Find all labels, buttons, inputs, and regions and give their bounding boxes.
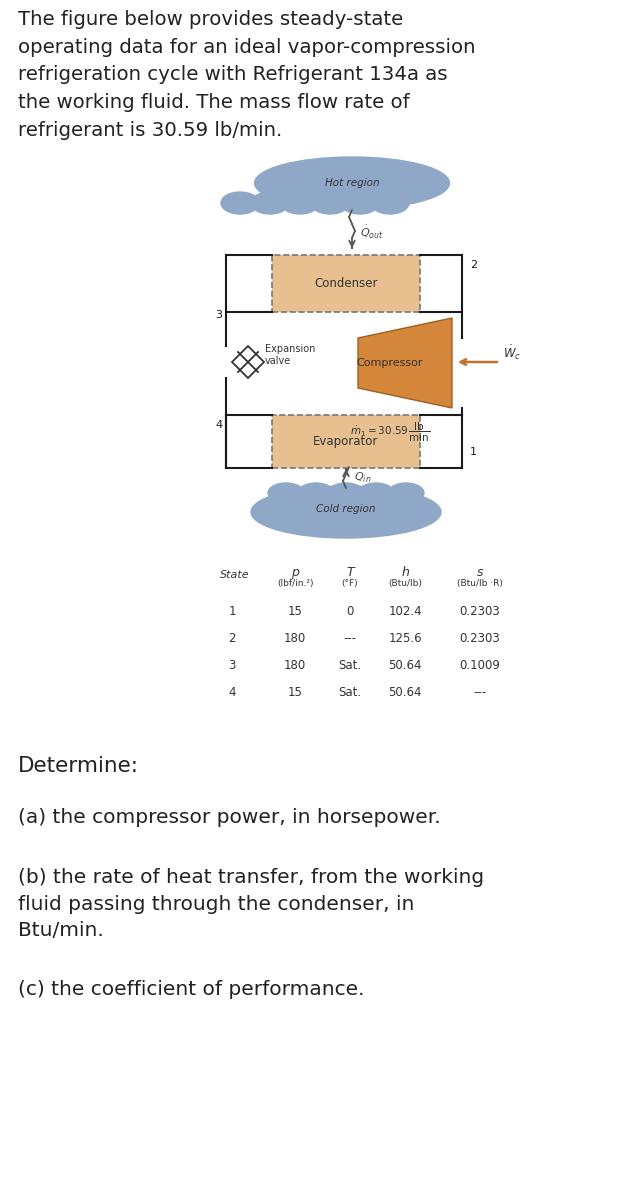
Text: Evaporator: Evaporator [313, 434, 379, 448]
Text: Compressor: Compressor [357, 358, 423, 368]
Text: 3: 3 [215, 310, 222, 320]
Text: Hot region: Hot region [325, 178, 379, 188]
Ellipse shape [371, 192, 409, 214]
Text: 50.64: 50.64 [388, 659, 422, 672]
Text: 0.2303: 0.2303 [460, 632, 500, 646]
Text: (Btu/lb ·R): (Btu/lb ·R) [457, 578, 503, 588]
Text: 125.6: 125.6 [388, 632, 422, 646]
Ellipse shape [328, 482, 364, 503]
Text: 180: 180 [284, 632, 306, 646]
Text: h: h [401, 566, 409, 578]
Text: Expansion
valve: Expansion valve [265, 343, 315, 366]
Text: 4: 4 [215, 420, 222, 430]
Ellipse shape [251, 192, 289, 214]
Text: 2: 2 [470, 260, 477, 270]
Polygon shape [232, 346, 264, 378]
Ellipse shape [358, 482, 394, 503]
Text: p: p [291, 566, 299, 578]
Ellipse shape [311, 192, 349, 214]
Text: 0.2303: 0.2303 [460, 605, 500, 618]
Text: State: State [220, 570, 249, 580]
Ellipse shape [298, 482, 334, 503]
Bar [272, 254, 420, 312]
Text: Sat.: Sat. [339, 686, 361, 698]
Ellipse shape [254, 157, 449, 209]
Bar [272, 415, 420, 468]
Text: $\dot{Q}_{in}$: $\dot{Q}_{in}$ [354, 468, 371, 485]
Text: Condenser: Condenser [314, 277, 378, 290]
Text: 0.1009: 0.1009 [459, 659, 500, 672]
Text: (a) the compressor power, in horsepower.: (a) the compressor power, in horsepower. [18, 808, 441, 827]
Text: (Btu/lb): (Btu/lb) [388, 578, 422, 588]
Text: s: s [477, 566, 483, 578]
Text: 50.64: 50.64 [388, 686, 422, 698]
Text: 2: 2 [228, 632, 236, 646]
Text: $\dot{W}_c$: $\dot{W}_c$ [503, 343, 521, 362]
Text: 1: 1 [228, 605, 236, 618]
Text: (c) the coefficient of performance.: (c) the coefficient of performance. [18, 980, 365, 998]
Text: Cold region: Cold region [316, 504, 376, 514]
Ellipse shape [251, 486, 441, 538]
Ellipse shape [268, 482, 304, 503]
Ellipse shape [388, 482, 424, 503]
Text: (°F): (°F) [342, 578, 358, 588]
Text: 15: 15 [288, 686, 303, 698]
Ellipse shape [221, 192, 259, 214]
Text: $\dot{Q}_{out}$: $\dot{Q}_{out}$ [360, 223, 384, 240]
Text: The figure below provides steady-state
operating data for an ideal vapor-compres: The figure below provides steady-state o… [18, 10, 475, 139]
Text: 180: 180 [284, 659, 306, 672]
Text: ---: --- [474, 686, 487, 698]
Text: 0: 0 [346, 605, 353, 618]
Text: 102.4: 102.4 [388, 605, 422, 618]
Ellipse shape [341, 192, 379, 214]
Ellipse shape [281, 192, 319, 214]
Text: (lbf/in.²): (lbf/in.²) [277, 578, 313, 588]
Polygon shape [358, 318, 452, 408]
Text: 15: 15 [288, 605, 303, 618]
Text: $\dot{m}_1 = 30.59\,\dfrac{\mathrm{lb}}{\mathrm{min}}$: $\dot{m}_1 = 30.59\,\dfrac{\mathrm{lb}}{… [350, 420, 430, 444]
Text: 1: 1 [470, 446, 477, 457]
Text: (b) the rate of heat transfer, from the working
fluid passing through the conden: (b) the rate of heat transfer, from the … [18, 868, 484, 940]
Text: T: T [346, 566, 354, 578]
Text: Determine:: Determine: [18, 756, 139, 776]
Text: 3: 3 [228, 659, 236, 672]
Text: 4: 4 [228, 686, 236, 698]
Text: Sat.: Sat. [339, 659, 361, 672]
Text: ---: --- [344, 632, 357, 646]
